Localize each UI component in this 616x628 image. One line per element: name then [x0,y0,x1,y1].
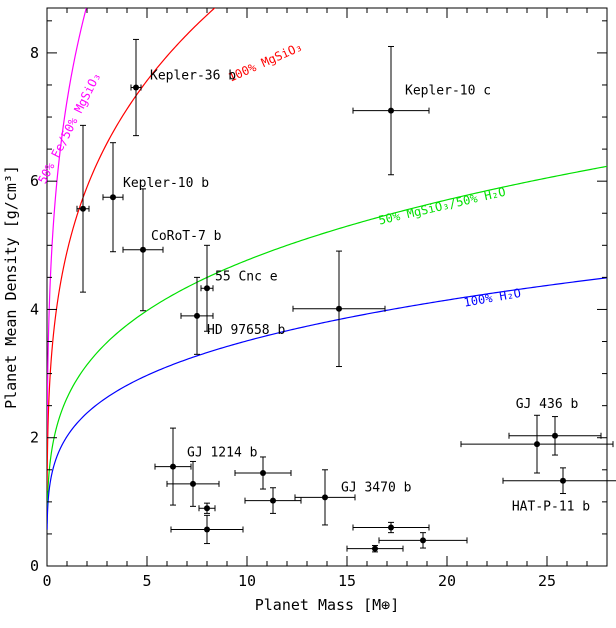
planet-marker [552,432,558,439]
x-tick-label: 20 [438,572,456,590]
data-point [180,276,214,355]
x-axis-label: Planet Mass [M⊕] [255,596,400,614]
data-point [76,124,90,293]
planet-marker [372,545,378,552]
x-tick-label: 0 [42,572,51,590]
data-point [294,469,356,526]
planet-label: GJ 3470 b [341,480,412,495]
data-point [154,427,192,506]
planet-label: GJ 436 b [516,397,579,412]
planet-marker [194,312,200,319]
planet-marker [190,480,196,487]
model-curve [47,277,607,530]
planet-marker [420,537,426,544]
model-curve [47,165,607,524]
y-tick-label: 2 [30,429,39,447]
plot-frame [46,7,608,567]
planet-label: HAT-P-11 b [512,500,590,515]
data-point [200,244,214,332]
data-point [378,532,468,549]
planet-label: Kepler-10 c [405,84,491,99]
x-tick-label: 5 [142,572,151,590]
planet-marker [388,524,394,531]
planet-marker [336,305,342,312]
data-point [234,456,292,490]
data-point [502,467,616,495]
y-tick-label: 8 [30,44,39,62]
planet-marker [322,494,328,501]
model-curve [47,8,216,491]
y-axis-label: Planet Mean Density [g/cm³] [2,165,20,409]
planet-marker [388,107,394,114]
planet-marker [110,194,116,201]
planet-marker [133,84,139,91]
data-point [244,487,302,514]
data-point [352,521,430,534]
planet-label: Kepler-36 b [150,69,236,84]
planet-marker [204,526,210,533]
axis-ticks: 0 5 10 15 20 25 0 2 4 6 8 [30,8,608,590]
data-point [102,142,124,253]
data-point [508,416,602,456]
planet-label: 55 Cnc e [215,269,278,284]
planet-marker [260,470,266,476]
planet-label: Kepler-10 b [123,176,209,191]
x-tick-label: 25 [538,572,556,590]
y-tick-label: 0 [30,557,39,575]
planet-labels: Kepler-10 b Kepler-36 b CoRoT-7 b HD 97658 … [123,69,590,515]
data-point [198,502,216,514]
planet-marker [140,246,146,253]
y-tick-label: 6 [30,172,39,190]
data-point [346,544,404,553]
model-curve-label: 100% MgSiO₃ [226,40,304,85]
data-point [170,514,244,545]
planet-marker [204,505,210,512]
data-point [122,188,164,312]
planet-marker [80,205,86,212]
planet-label: HD 97658 b [207,323,285,338]
planet-marker [204,285,210,292]
planet-marker [170,463,176,470]
y-tick-label: 4 [30,300,39,318]
model-curve [47,8,87,455]
planet-label: CoRoT-7 b [151,229,222,244]
data-point [130,38,142,137]
x-tick-label: 10 [238,572,256,590]
data-point [460,414,614,474]
planet-marker [560,477,566,484]
data-point [352,45,430,176]
planet-marker [534,441,540,448]
planet-points [76,38,616,553]
planet-label: GJ 1214 b [187,446,258,461]
model-curve-label: 50% MgSiO₃/50% H₂O [377,185,507,228]
data-point [166,460,220,507]
planet-marker [270,497,276,504]
data-point [292,250,386,368]
x-tick-label: 15 [338,572,356,590]
model-curve-label: 100% H₂O [463,286,522,310]
